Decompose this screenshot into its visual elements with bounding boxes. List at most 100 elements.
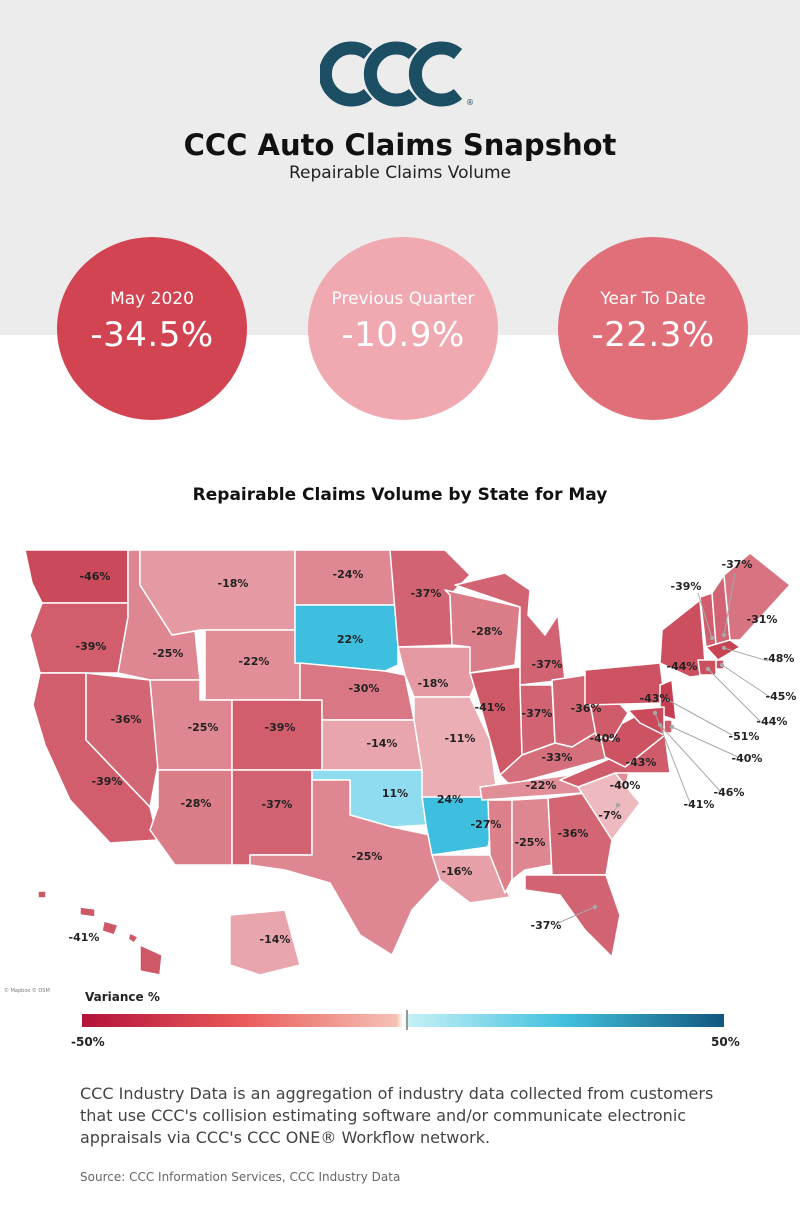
- map-attribution: © Mapbox © OSM: [4, 988, 50, 994]
- state-label-dc: -41%: [684, 798, 715, 811]
- ccc-logo-mark: ®: [318, 41, 474, 107]
- state-label-nd: -24%: [333, 568, 364, 581]
- state-label-mi: -37%: [532, 658, 563, 671]
- state-label-tn: -22%: [526, 779, 557, 792]
- svg-text:®: ®: [466, 98, 474, 107]
- state-label-id: -25%: [153, 647, 184, 660]
- state-label-ct: -44%: [757, 715, 788, 728]
- state-ms: [487, 799, 513, 894]
- state-label-la: -16%: [442, 865, 473, 878]
- state-label-wv: -40%: [590, 732, 621, 745]
- stat-label: Year To Date: [600, 289, 706, 309]
- stat-value: -22.3%: [591, 315, 715, 355]
- map-title: Repairable Claims Volume by State for Ma…: [192, 485, 608, 505]
- stat-may-2020: May 2020 -34.5%: [57, 237, 247, 420]
- stat-year-to-date: Year To Date -22.3%: [558, 237, 748, 420]
- state-label-tx: -25%: [352, 850, 383, 863]
- state-nv: [85, 672, 159, 808]
- leader-line-de: [671, 726, 739, 758]
- state-label-md: -46%: [714, 786, 745, 799]
- leader-line-nj: [667, 699, 733, 736]
- state-hi: [37, 890, 163, 976]
- leader-line-vt: [697, 592, 713, 639]
- stat-value: -34.5%: [90, 315, 214, 355]
- leader-line-nh: [723, 572, 736, 636]
- leader-dot-sc: [615, 802, 621, 808]
- state-label-mn: -37%: [411, 587, 442, 600]
- us-choropleth-map: -46% -39% -39% -25% -36% -18% -22% -25% -28% -39%…: [24, 549, 797, 976]
- stat-value: -10.9%: [341, 315, 465, 355]
- state-label-nc: -40%: [610, 779, 641, 792]
- state-label-al: -25%: [515, 836, 546, 849]
- state-me: [723, 552, 791, 641]
- state-label-ar: 24%: [437, 793, 463, 806]
- state-label-il: -41%: [475, 701, 506, 714]
- state-la: [431, 854, 511, 904]
- state-al: [511, 797, 553, 881]
- state-label-hi: -41%: [69, 931, 100, 944]
- state-label-ca: -39%: [92, 775, 123, 788]
- stat-label: Previous Quarter: [331, 289, 475, 309]
- leader-dot-vt: [709, 635, 715, 641]
- leader-dot-ct: [705, 666, 711, 672]
- state-label-va: -43%: [626, 756, 657, 769]
- leader-dot-nj: [665, 697, 671, 703]
- state-co: [231, 699, 323, 771]
- state-label-ut: -25%: [188, 721, 219, 734]
- state-mt: [139, 549, 296, 636]
- state-label-ak: -14%: [260, 933, 291, 946]
- state-wa: [24, 549, 129, 604]
- state-label-ok: 11%: [382, 787, 408, 800]
- state-label-sc: -7%: [598, 809, 621, 822]
- state-label-nv: -36%: [111, 713, 142, 726]
- state-label-pa: -43%: [640, 692, 671, 705]
- ccc-logo: ®: [0, 38, 800, 114]
- leader-dot-nh: [721, 632, 727, 638]
- state-wi: [444, 589, 521, 674]
- state-label-wi: -28%: [472, 625, 503, 638]
- legend-max-label: 50%: [711, 1035, 740, 1049]
- leader-dot-ma: [721, 645, 727, 651]
- footer-source: Source: CCC Information Services, CCC In…: [80, 1170, 401, 1184]
- state-ny: [609, 599, 707, 678]
- state-label-ri: -45%: [766, 690, 797, 703]
- leader-line-ma: [723, 647, 769, 662]
- state-sd: [294, 604, 399, 672]
- state-label-mo: -11%: [445, 732, 476, 745]
- leader-line-md: [659, 724, 721, 792]
- stat-previous-quarter: Previous Quarter -10.9%: [308, 237, 498, 420]
- state-label-or: -39%: [76, 640, 107, 653]
- state-label-ky: -33%: [542, 751, 573, 764]
- state-label-wa: -46%: [80, 570, 111, 583]
- state-mi: [454, 572, 566, 686]
- state-label-in: -37%: [522, 707, 553, 720]
- state-label-fl: -37%: [531, 919, 562, 932]
- state-label-nh: -37%: [722, 558, 753, 571]
- state-ak: [229, 909, 301, 976]
- state-label-ga: -36%: [558, 827, 589, 840]
- state-label-oh: -36%: [571, 702, 602, 715]
- state-label-ia: -18%: [418, 677, 449, 690]
- page-title: CCC Auto Claims Snapshot: [183, 128, 617, 162]
- state-label-ny: -44%: [667, 660, 698, 673]
- state-label-ms: -27%: [471, 818, 502, 831]
- state-label-az: -28%: [181, 797, 212, 810]
- leader-line-dc: [654, 712, 691, 804]
- state-label-wy: -22%: [239, 655, 270, 668]
- state-label-de: -40%: [732, 752, 763, 765]
- state-nm: [231, 769, 313, 866]
- state-label-ma: -48%: [764, 652, 795, 665]
- leader-dot-fl: [592, 904, 598, 910]
- state-or: [29, 602, 129, 674]
- state-label-me: -31%: [747, 613, 778, 626]
- state-label-sd: 22%: [337, 633, 363, 646]
- state-label-vt: -39%: [671, 580, 702, 593]
- state-label-mt: -18%: [218, 577, 249, 590]
- state-fl: [524, 874, 621, 958]
- legend-min-label: -50%: [71, 1035, 105, 1049]
- stat-label: May 2020: [110, 289, 194, 309]
- state-label-ne: -30%: [349, 682, 380, 695]
- legend-zero-marker: [406, 1010, 408, 1030]
- leader-dot-ri: [719, 662, 725, 668]
- legend-color-scale: [82, 1014, 724, 1027]
